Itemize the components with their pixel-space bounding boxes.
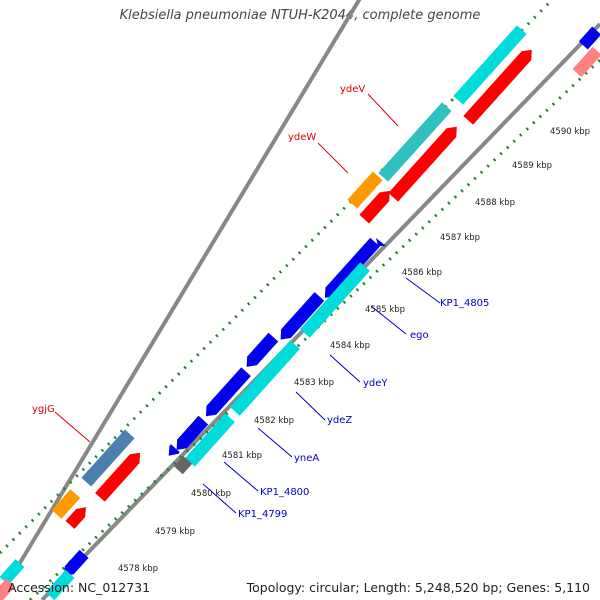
- gene-blue-lower: [63, 549, 89, 577]
- gene-blue-edge: [578, 26, 600, 50]
- topology-text: Topology: circular; Length: 5,248,520 bp…: [246, 580, 590, 595]
- dotted-track-outer: [0, 0, 555, 555]
- tick-label: 4589 kbp: [512, 161, 552, 171]
- reverse-gene-label: KP1_4800: [260, 487, 309, 498]
- forward-gene-label: ydeW: [288, 132, 316, 143]
- reverse-label-leader: [223, 461, 259, 492]
- gene-red-ydeV: [388, 126, 457, 202]
- gene-blue-ydeZ: [205, 367, 251, 417]
- forward-gene-label: ygjG: [32, 404, 55, 415]
- gene-cyan-mid-2: [230, 340, 300, 416]
- tick-label: 4583 kbp: [294, 378, 334, 388]
- tick-label: 4588 kbp: [475, 198, 515, 208]
- reverse-label-leader: [329, 354, 361, 383]
- gene-blue-ydeY: [246, 332, 279, 367]
- gene-pink-edge: [572, 46, 600, 78]
- reverse-gene-label: KP1_4805: [440, 298, 489, 309]
- tick-label: 4578 kbp: [118, 564, 158, 574]
- gene-blue-tip: [168, 444, 180, 456]
- tick-label: 4590 kbp: [550, 127, 590, 137]
- gene-orange-lower: [51, 489, 81, 519]
- tick-label: 4586 kbp: [402, 268, 442, 278]
- gene-gray: [173, 455, 193, 475]
- tick-label: 4579 kbp: [155, 527, 195, 537]
- tick-label: 4580 kbp: [191, 489, 231, 499]
- tick-label: 4581 kbp: [222, 451, 262, 461]
- gene-cyan-ydeW: [378, 102, 452, 182]
- gene-steelblue-ygjG: [81, 429, 135, 487]
- tick-label: 4587 kbp: [440, 233, 480, 243]
- gene-red-small: [359, 190, 390, 224]
- gene-cyan-edge: [0, 559, 25, 585]
- gene-red-top: [463, 49, 532, 125]
- gene-cyan-lower: [45, 569, 75, 600]
- gene-cyan-mid-3: [185, 413, 235, 467]
- gene-red-lower: [65, 507, 87, 529]
- forward-label-leader: [367, 93, 399, 127]
- gene-pink-lower: [0, 578, 16, 600]
- gene-blue-KP1_4805: [324, 237, 380, 298]
- tick-label: 4584 kbp: [330, 341, 370, 351]
- reverse-gene-label: KP1_4799: [238, 509, 287, 520]
- reverse-gene-label: ydeY: [363, 378, 388, 389]
- reverse-label-leader: [405, 277, 441, 304]
- forward-label-leader: [54, 411, 91, 443]
- reverse-gene-label: yneA: [294, 453, 319, 464]
- gene-orange-ydeW: [347, 171, 383, 209]
- reverse-label-leader: [202, 483, 237, 514]
- forward-gene-label: ydeV: [340, 84, 365, 95]
- tick-label: 4585 kbp: [365, 305, 405, 315]
- reverse-label-leader: [257, 427, 293, 458]
- reverse-gene-label: ego: [410, 330, 429, 341]
- footer-bar: Accession: NC_012731 Topology: circular;…: [0, 574, 600, 600]
- gene-cyan-top: [453, 25, 527, 105]
- forward-label-leader: [317, 142, 349, 174]
- reverse-label-leader: [295, 391, 326, 421]
- gene-features: [0, 25, 600, 600]
- reverse-gene-label: ydeZ: [327, 415, 352, 426]
- tick-label: 4582 kbp: [254, 416, 294, 426]
- gene-blue-yneA: [176, 415, 209, 450]
- reverse-label-leader: [370, 305, 407, 335]
- kbp-ticks: 4578 kbp 4579 kbp 4580 kbp 4581 kbp 4582 kbp…: [118, 127, 590, 574]
- gene-red-ygjG: [95, 452, 141, 502]
- accession-text: Accession: NC_012731: [8, 580, 151, 595]
- gene-blue-ego: [280, 292, 325, 340]
- map-title: Klebsiella pneumoniae NTUH-K2044, comple…: [119, 8, 481, 23]
- gene-cyan-mid-1: [300, 262, 370, 338]
- gene-blue-arrowhead: [376, 238, 386, 246]
